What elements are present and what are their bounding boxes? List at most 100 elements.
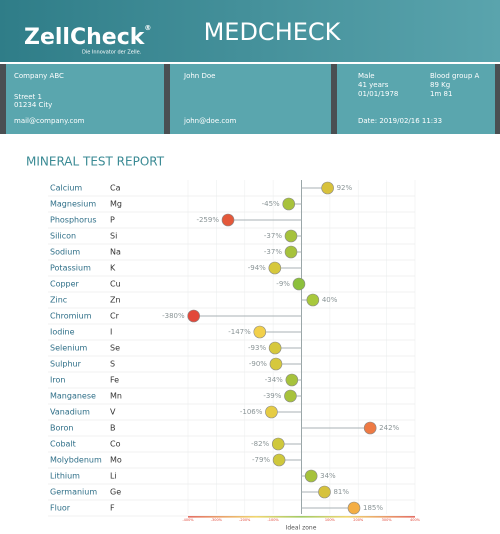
dot xyxy=(321,181,334,195)
category-label: Iodine xyxy=(50,328,75,337)
symbol-label: Ge xyxy=(110,488,121,497)
dot xyxy=(269,357,283,371)
x-tick-label: -200% xyxy=(239,518,251,522)
info-text: 01234 City xyxy=(14,101,52,109)
x-tick-label: 400% xyxy=(410,518,421,522)
dot xyxy=(284,229,298,243)
info-text: Street 1 xyxy=(14,93,42,101)
value-label: -34% xyxy=(265,376,283,384)
category-label: Magnesium xyxy=(50,200,96,209)
dot xyxy=(282,197,296,211)
dot xyxy=(284,389,297,403)
dot xyxy=(292,277,306,291)
category-label: Vanadium xyxy=(50,408,90,417)
symbol-label: S xyxy=(110,360,115,369)
info-text: Blood group A xyxy=(430,72,480,80)
dot xyxy=(318,485,331,499)
header-title: MEDCHECK xyxy=(204,18,342,46)
dot xyxy=(285,373,299,387)
info-band xyxy=(0,64,500,134)
value-label: -93% xyxy=(248,344,266,352)
symbol-label: Ca xyxy=(110,184,121,193)
symbol-label: Mn xyxy=(110,392,122,401)
category-label: Sulphur xyxy=(50,360,82,369)
dot xyxy=(304,469,318,483)
category-label: Sodium xyxy=(50,248,80,257)
dot xyxy=(284,245,298,259)
category-label: Potassium xyxy=(50,264,91,273)
info-text: 89 Kg xyxy=(430,81,450,89)
category-label: Lithium xyxy=(50,472,80,481)
category-label: Cobalt xyxy=(50,440,76,449)
category-label: Zinc xyxy=(50,296,67,305)
value-label: 92% xyxy=(337,184,353,192)
x-tick-label: -400% xyxy=(182,518,194,522)
x-tick-label: 100% xyxy=(325,518,336,522)
category-label: Silicon xyxy=(50,232,76,241)
chart-title: MINERAL TEST REPORT xyxy=(26,155,165,169)
separator xyxy=(331,64,337,134)
info-text: 01/01/1978 xyxy=(358,90,398,98)
value-label: -147% xyxy=(228,328,251,336)
symbol-label: B xyxy=(110,424,116,433)
symbol-label: Fe xyxy=(110,376,119,385)
info-text: John Doe xyxy=(183,72,215,80)
info-text: 1m 81 xyxy=(430,90,452,98)
value-label: -39% xyxy=(263,392,281,400)
symbol-label: I xyxy=(110,328,112,337)
dot xyxy=(306,293,320,307)
value-label: -37% xyxy=(264,248,282,256)
x-tick-label: 200% xyxy=(353,518,364,522)
value-label: 242% xyxy=(379,424,399,432)
symbol-label: Cu xyxy=(110,280,121,289)
dot xyxy=(268,261,282,275)
value-label: 185% xyxy=(363,504,383,512)
value-label: -82% xyxy=(251,440,269,448)
value-label: -259% xyxy=(196,216,219,224)
info-text: Male xyxy=(358,72,375,80)
category-label: Copper xyxy=(50,280,80,289)
separator xyxy=(0,64,6,134)
x-tick-label: 300% xyxy=(382,518,393,522)
value-label: -380% xyxy=(162,312,185,320)
value-label: 81% xyxy=(333,488,349,496)
symbol-label: Co xyxy=(110,440,121,449)
symbol-label: P xyxy=(110,216,115,225)
symbol-label: Zn xyxy=(110,296,121,305)
category-label: Germanium xyxy=(50,488,97,497)
symbol-label: Cr xyxy=(110,312,120,321)
category-label: Fluor xyxy=(50,504,71,513)
dot xyxy=(221,213,235,227)
symbol-label: Se xyxy=(110,344,120,353)
x-tick-label: -100% xyxy=(267,518,279,522)
symbol-label: K xyxy=(110,264,116,273)
value-label: -45% xyxy=(262,200,280,208)
symbol-label: Mg xyxy=(110,200,122,209)
dot xyxy=(347,501,361,515)
value-label: -37% xyxy=(264,232,282,240)
dot xyxy=(272,453,286,467)
dot xyxy=(253,325,267,339)
dot xyxy=(187,309,200,323)
symbol-label: Na xyxy=(110,248,121,257)
category-label: Phosphorus xyxy=(50,216,97,225)
symbol-label: V xyxy=(110,408,116,417)
logo: ZellCheck® xyxy=(24,24,151,50)
x-tick-label: -300% xyxy=(211,518,223,522)
x-axis-label: Ideal zone xyxy=(286,525,317,532)
category-label: Molybdenum xyxy=(50,456,102,465)
category-label: Boron xyxy=(50,424,73,433)
category-label: Iron xyxy=(50,376,65,385)
info-text: Date: 2019/02/16 11:33 xyxy=(358,117,442,125)
value-label: -79% xyxy=(252,456,270,464)
value-label: -106% xyxy=(240,408,263,416)
dot xyxy=(271,437,285,451)
axis-line xyxy=(188,516,415,518)
category-label: Calcium xyxy=(50,184,82,193)
dot xyxy=(265,405,278,419)
value-label: 40% xyxy=(322,296,338,304)
dot xyxy=(268,341,282,355)
value-label: -9% xyxy=(276,280,290,288)
